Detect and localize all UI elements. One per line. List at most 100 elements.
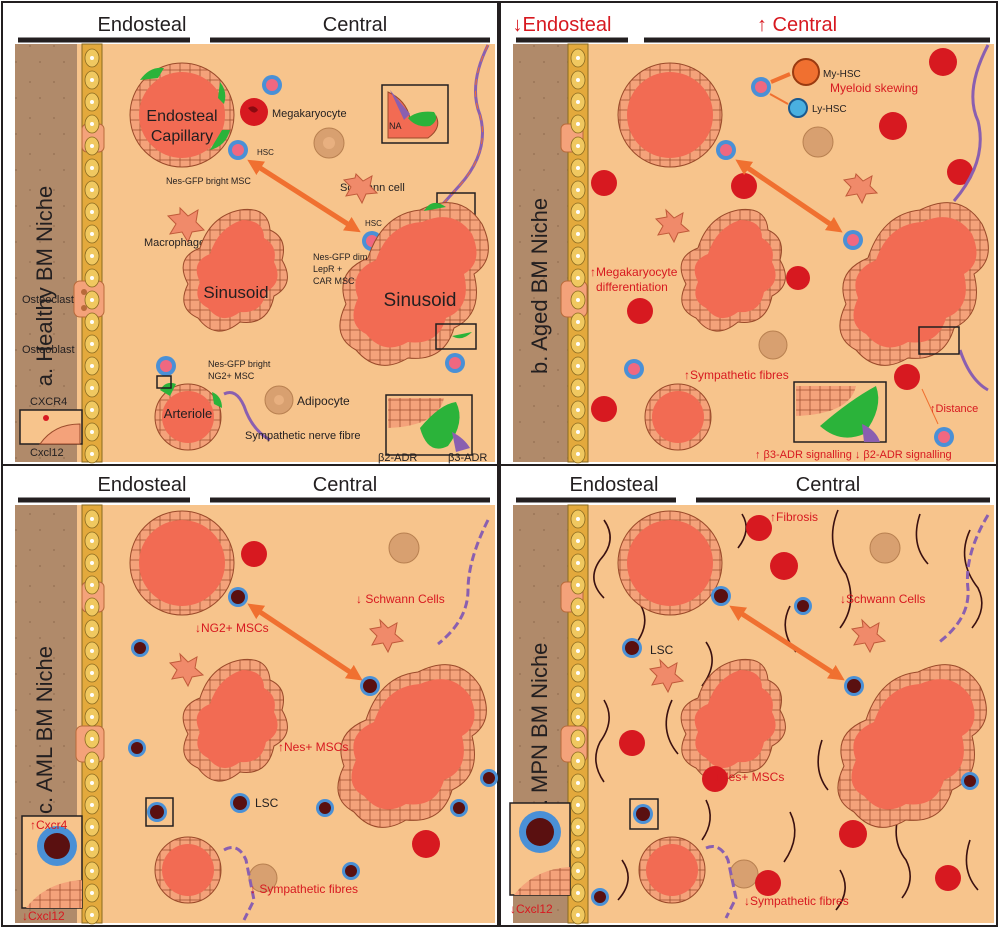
osteoblast-nucleus <box>576 232 580 236</box>
osteoblast-nucleus <box>576 364 580 368</box>
osteoblast-nucleus <box>576 737 580 741</box>
osteoblast-nucleus <box>576 122 580 126</box>
arteriole <box>154 382 222 451</box>
osteoblast-nucleus <box>576 803 580 807</box>
panel-title: c. AML BM Niche <box>32 646 57 814</box>
osteoblast-nucleus <box>90 232 94 236</box>
arteriole-label: Arteriole <box>164 406 212 421</box>
osteoblast-nucleus <box>576 671 580 675</box>
lsc-cell <box>591 586 979 906</box>
nes-dim-label: Nes-GFP dim <box>313 252 367 262</box>
cxcl12-label: ↓Cxcl12 <box>22 909 65 923</box>
osteoblast-nucleus <box>576 144 580 148</box>
hsc-cell <box>624 77 954 447</box>
na-inset: NA <box>381 84 449 144</box>
panel-title: d. MPN BM Niche <box>527 643 552 818</box>
cxcl12-label: ↓Cxcl12 <box>510 902 553 916</box>
osteoblast-nucleus <box>90 561 94 565</box>
osteoblast-nucleus <box>576 452 580 456</box>
osteoblast-nucleus <box>576 759 580 763</box>
my-hsc <box>792 58 820 86</box>
osteoblast-nucleus <box>90 320 94 324</box>
osteoblast-nucleus <box>90 210 94 214</box>
sinusoid-label: Sinusoid <box>384 290 457 311</box>
osteoblast-nucleus <box>576 298 580 302</box>
osteoblast-nucleus <box>90 671 94 675</box>
osteoblast-nucleus <box>576 254 580 258</box>
osteoblast-nucleus <box>90 517 94 521</box>
distance-label: ↑Distance <box>930 403 978 415</box>
osteoblast-cells <box>84 48 586 925</box>
cxcr4-label: ↑Cxcr4 <box>30 818 68 832</box>
osteoblast-nucleus <box>90 386 94 390</box>
ng2-label: NG2+ MSC <box>208 371 255 381</box>
osteoblast-nucleus <box>576 627 580 631</box>
osteoblast-nucleus <box>576 605 580 609</box>
osteoblast-nucleus <box>576 320 580 324</box>
cxcr4-inset <box>19 409 83 445</box>
osteoblast-nucleus <box>90 649 94 653</box>
adr-inset-aged <box>793 381 887 443</box>
adr-inset <box>385 394 473 456</box>
osteoblast-nucleus <box>90 627 94 631</box>
central-label: ↑ Central <box>757 14 837 36</box>
osteoblast-nucleus <box>576 386 580 390</box>
distance-arrow <box>247 159 361 233</box>
osteoblast-nucleus <box>90 342 94 346</box>
fibrosis-label: ↑Fibrosis <box>770 510 818 524</box>
osteoblast-nucleus <box>576 100 580 104</box>
osteoblast-nucleus <box>576 539 580 543</box>
sinusoid-label: Sinusoid <box>203 283 268 302</box>
signalling-label: ↑ β3-ADR signalling ↓ β2-ADR signalling <box>755 449 952 461</box>
osteoblast-nucleus <box>576 913 580 917</box>
osteoblast-nucleus <box>576 342 580 346</box>
osteoblast-nucleus <box>576 78 580 82</box>
osteoblast-nucleus <box>576 583 580 587</box>
ly-hsc-label: Ly-HSC <box>812 104 847 115</box>
osteoblast-nucleus <box>576 210 580 214</box>
osteoblast-nucleus <box>90 188 94 192</box>
osteoblast-nucleus <box>90 759 94 763</box>
b2adr-label: β2-ADR <box>378 452 417 464</box>
osteoblast-nucleus <box>576 188 580 192</box>
ng2-label: ↓NG2+ MSCs <box>195 621 269 635</box>
nes-bright-label: Nes-GFP bright MSC <box>166 176 251 186</box>
cxcl12-label: Cxcl12 <box>30 447 64 459</box>
osteoblast-nucleus <box>90 254 94 258</box>
endosteal-label: Endosteal <box>98 14 187 36</box>
symp-label: ↓Sympathetic fibres <box>744 894 849 908</box>
osteoblast-nucleus <box>90 737 94 741</box>
lsc-cell <box>128 587 498 880</box>
osteoblast-nucleus <box>90 276 94 280</box>
central-label: Central <box>313 474 377 496</box>
osteoblast-nucleus <box>576 408 580 412</box>
osteoblast-nucleus <box>90 583 94 587</box>
hsc-label: HSC <box>365 219 382 228</box>
central-label: Central <box>323 14 387 36</box>
panel-title: b. Aged BM Niche <box>527 198 552 374</box>
schwann-label: ↓ Schwann Cells <box>356 592 445 606</box>
hsc-label: HSC <box>257 148 274 157</box>
endosteal-label: ↓Endosteal <box>513 14 612 36</box>
symp-label: ↓ Sympathetic fibres <box>250 882 358 896</box>
osteoblast-nucleus <box>90 408 94 412</box>
osteoblast-label: Osteoblast <box>22 344 75 356</box>
megakaryocyte-label: Megakaryocyte <box>272 108 347 120</box>
osteoblast-nucleus <box>90 144 94 148</box>
osteoblast-nucleus <box>576 781 580 785</box>
myeloid-label: Myeloid skewing <box>830 81 918 95</box>
nes-dim-label: LepR + <box>313 264 342 274</box>
osteoblast-nucleus <box>576 517 580 521</box>
macrophage-label: Macrophage <box>144 237 205 249</box>
osteoblast-nucleus <box>90 715 94 719</box>
osteoblast-nucleus <box>576 715 580 719</box>
osteoblast-nucleus <box>90 781 94 785</box>
osteoblast-nucleus <box>576 561 580 565</box>
nes-dim-label: CAR MSC <box>313 276 355 286</box>
osteoblast-nucleus <box>90 913 94 917</box>
osteoclast-label: Osteoclast <box>22 294 74 306</box>
osteoblast-nucleus <box>90 847 94 851</box>
na-label: NA <box>389 121 402 131</box>
osteoblast-nucleus <box>90 539 94 543</box>
